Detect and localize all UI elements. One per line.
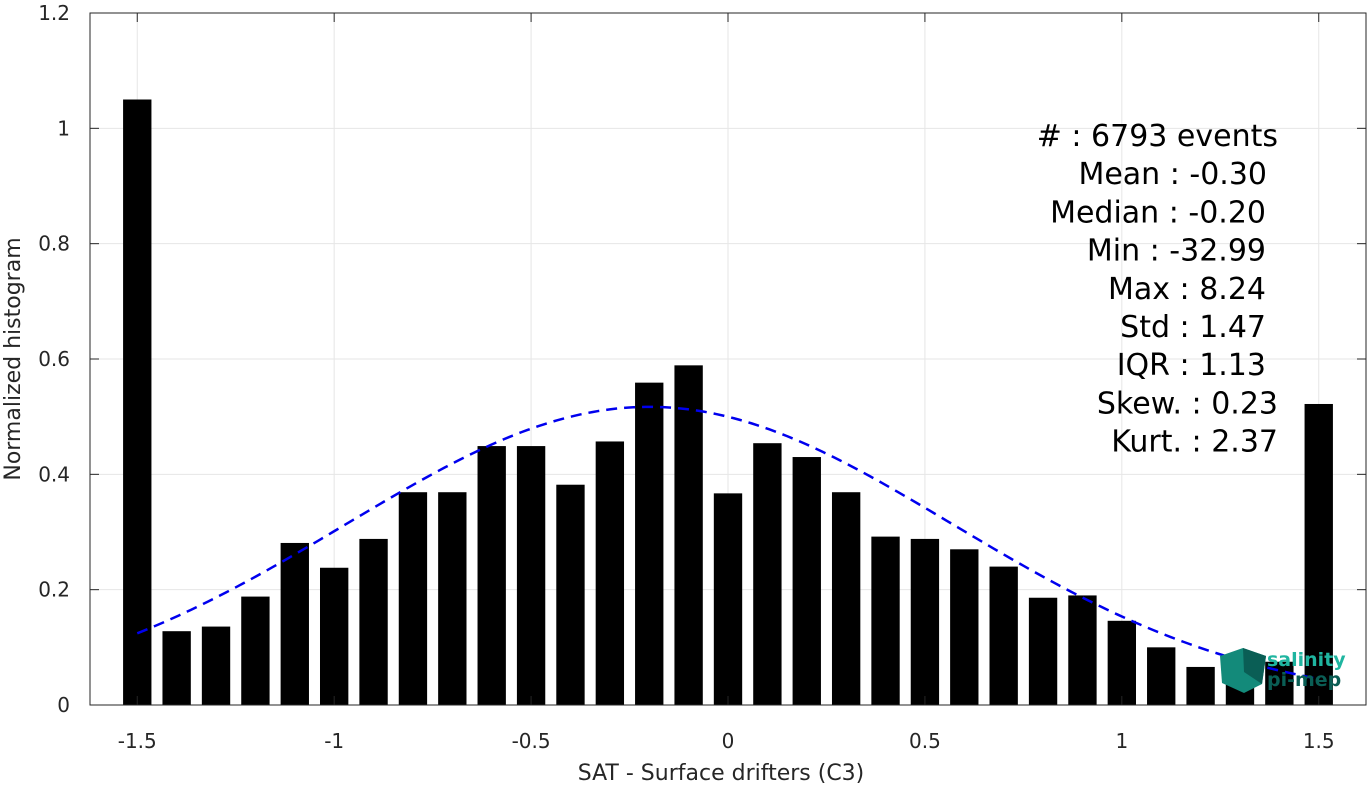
histogram-bar bbox=[1107, 620, 1137, 705]
histogram-bar bbox=[989, 566, 1018, 705]
logo-text-pi-mep: pi-mep bbox=[1267, 669, 1341, 691]
axis-ticks bbox=[90, 12, 1366, 706]
x-tick-label: -1 bbox=[324, 729, 344, 753]
histogram-bar bbox=[438, 492, 467, 705]
y-tick-label: 0.2 bbox=[38, 578, 70, 602]
histogram-bar bbox=[595, 441, 625, 705]
histogram-bar bbox=[1186, 666, 1215, 705]
histogram-bar bbox=[1304, 403, 1333, 705]
histogram-bars bbox=[123, 99, 1333, 705]
y-tick-label: 0.4 bbox=[38, 462, 70, 486]
stat-line: Max : 8.24 bbox=[1108, 272, 1266, 307]
y-tick-label: 0.8 bbox=[38, 232, 70, 256]
histogram-bar bbox=[910, 538, 940, 705]
x-tick-label: -0.5 bbox=[512, 729, 551, 753]
histogram-bar bbox=[280, 542, 309, 705]
y-axis-label: Normalized histogram bbox=[1, 237, 26, 480]
y-tick-labels: 0 0.2 0.4 0.6 0.8 1 1.2 bbox=[38, 1, 70, 717]
y-tick-label: 1 bbox=[57, 116, 70, 140]
histogram-bar bbox=[201, 626, 231, 705]
histogram-bar bbox=[753, 443, 782, 705]
histogram-bar bbox=[1028, 597, 1058, 705]
stat-line: IQR : 1.13 bbox=[1117, 348, 1266, 383]
x-tick-labels: -1.5 -1 -0.5 0 0.5 1 1.5 bbox=[118, 729, 1335, 753]
x-tick-label: 1.5 bbox=[1303, 729, 1335, 753]
histogram-bar bbox=[477, 446, 506, 705]
x-axis-label: SAT - Surface drifters (C3) bbox=[578, 761, 865, 785]
stat-line: Kurt. : 2.37 bbox=[1111, 425, 1278, 460]
stat-line: # : 6793 events bbox=[1037, 119, 1278, 154]
histogram-bar bbox=[831, 492, 861, 705]
logo-text-salinity: salinity bbox=[1267, 649, 1346, 671]
histogram-bar bbox=[1068, 595, 1097, 705]
y-tick-label: 1.2 bbox=[38, 1, 70, 25]
histogram-bar bbox=[950, 549, 979, 705]
histogram-bar bbox=[713, 493, 743, 705]
histogram-bar bbox=[359, 538, 388, 705]
stat-line: Median : -0.20 bbox=[1050, 195, 1266, 230]
stat-line: Mean : -0.30 bbox=[1078, 157, 1267, 192]
histogram-bar bbox=[792, 457, 821, 705]
stat-line: Min : -32.99 bbox=[1087, 234, 1266, 269]
normal-fit-curve bbox=[136, 405, 1319, 681]
x-tick-label: 0.5 bbox=[909, 729, 941, 753]
histogram-bar bbox=[241, 596, 270, 705]
histogram-bar bbox=[635, 382, 664, 705]
salinity-pi-mep-logo: salinity pi-mep bbox=[1220, 648, 1346, 693]
histogram-bar bbox=[162, 631, 191, 705]
histogram-bar bbox=[556, 484, 585, 705]
histogram-bar bbox=[123, 99, 152, 705]
histogram-bar bbox=[398, 492, 428, 705]
histogram-bar bbox=[674, 365, 703, 705]
y-tick-label: 0 bbox=[57, 693, 70, 717]
x-tick-label: -1.5 bbox=[118, 729, 157, 753]
histogram-bar bbox=[319, 567, 349, 705]
y-tick-label: 0.6 bbox=[38, 347, 70, 371]
x-tick-label: 0 bbox=[722, 729, 735, 753]
x-tick-label: 1 bbox=[1115, 729, 1128, 753]
histogram-bar bbox=[871, 536, 900, 705]
histogram-bar bbox=[516, 446, 546, 705]
logo-cube-shade bbox=[1243, 648, 1266, 684]
stat-line: Std : 1.47 bbox=[1120, 310, 1266, 345]
stat-line: Skew. : 0.23 bbox=[1097, 386, 1278, 421]
histogram-bar bbox=[1147, 647, 1176, 705]
